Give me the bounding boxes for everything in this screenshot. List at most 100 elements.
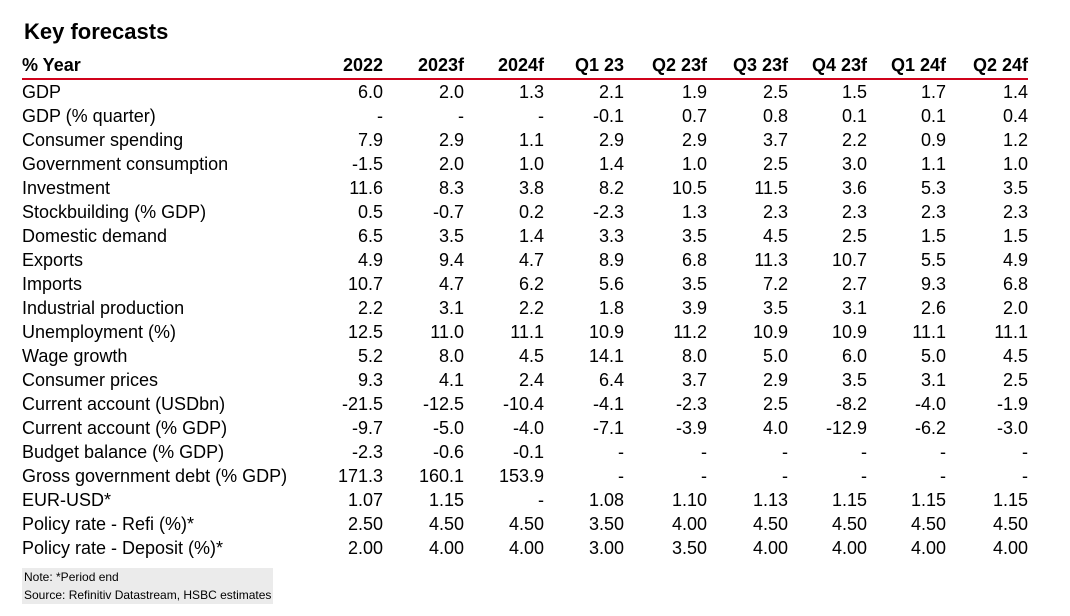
table-cell: 3.00 xyxy=(588,537,624,558)
table-cell: 1.2 xyxy=(1002,129,1028,150)
table-cell: 5.5 xyxy=(920,249,946,270)
table-cell: 0.8 xyxy=(762,105,788,126)
table-cell: 2.9 xyxy=(681,129,707,150)
table-cell: 2.50 xyxy=(347,513,383,534)
table-cell: 4.50 xyxy=(910,513,946,534)
table-cell: 2.1 xyxy=(598,81,624,102)
row-label: Industrial production xyxy=(22,297,185,318)
table-cell: 10.9 xyxy=(588,321,624,342)
table-cell: 1.07 xyxy=(347,489,383,510)
table-cell: 4.9 xyxy=(1002,249,1028,270)
page-title: Key forecasts xyxy=(24,19,169,44)
table-cell: 5.3 xyxy=(920,177,946,198)
table-cell: 3.1 xyxy=(438,297,464,318)
table-row: Policy rate - Refi (%)* 2.50 4.50 4.50 3.50 4… xyxy=(22,512,1028,536)
table-cell: 3.5 xyxy=(762,297,788,318)
table-cell: 11.0 xyxy=(430,321,464,342)
table-cell: 6.0 xyxy=(357,81,383,102)
table-cell: - xyxy=(940,465,946,486)
table-cell: 1.13 xyxy=(752,489,788,510)
column-header: Q2 23f xyxy=(651,54,707,75)
table-cell: 3.0 xyxy=(841,153,867,174)
table-cell: 4.50 xyxy=(508,513,544,534)
column-header: Q1 24f xyxy=(890,54,946,75)
table-row: GDP (% quarter) - - - -0.1 0.7 0.8 0.1 0.1 0.4 xyxy=(22,104,1028,128)
table-row: Government consumption -1.5 2.0 1.0 1.4 1.0 2.… xyxy=(22,152,1028,176)
table-cell: 3.9 xyxy=(681,297,707,318)
row-label: Consumer prices xyxy=(22,369,159,390)
table-cell: 3.5 xyxy=(1002,177,1028,198)
column-header-label: % Year xyxy=(22,54,81,75)
table-cell: 4.00 xyxy=(910,537,946,558)
table-cell: 4.50 xyxy=(428,513,464,534)
row-label: Exports xyxy=(22,249,84,270)
table-cell: 12.5 xyxy=(347,321,383,342)
table-cell: -10.4 xyxy=(502,393,544,414)
table-cell: 2.9 xyxy=(438,129,464,150)
table-row: Budget balance (% GDP) -2.3 -0.6 -0.1 - - - - - - xyxy=(22,440,1028,464)
table-cell: -0.6 xyxy=(432,441,464,462)
table-cell: - xyxy=(1022,465,1028,486)
column-header: Q3 23f xyxy=(732,54,788,75)
table-cell: - xyxy=(1022,441,1028,462)
table-cell: 2.3 xyxy=(920,201,946,222)
table-cell: 2.2 xyxy=(357,297,383,318)
row-label: Current account (% GDP) xyxy=(22,417,228,438)
table-cell: 2.0 xyxy=(438,153,464,174)
table-row: Industrial production 2.2 3.1 2.2 1.8 3.9 3.5 3… xyxy=(22,296,1028,320)
table-cell: 6.0 xyxy=(841,345,867,366)
table-cell: 4.5 xyxy=(1002,345,1028,366)
footnote-source: Source: Refinitiv Datastream, HSBC estim… xyxy=(24,588,272,602)
table-cell: 1.8 xyxy=(598,297,624,318)
table-row: Current account (% GDP) -9.7 -5.0 -4.0 -7.1 -… xyxy=(22,416,1028,440)
table-cell: 1.1 xyxy=(920,153,946,174)
table-cell: 2.5 xyxy=(762,81,788,102)
table-cell: 1.5 xyxy=(841,81,867,102)
table-row: Unemployment (%) 12.5 11.0 11.1 10.9 11.2 10.9… xyxy=(22,320,1028,344)
table-cell: - xyxy=(782,465,788,486)
row-label: Government consumption xyxy=(22,153,229,174)
footnotes: Note: *Period end Source: Refinitiv Data… xyxy=(22,568,274,604)
table-cell: 2.9 xyxy=(598,129,624,150)
table-cell: 3.5 xyxy=(438,225,464,246)
row-label: Stockbuilding (% GDP) xyxy=(22,201,207,222)
table-cell: -2.3 xyxy=(351,441,383,462)
table-cell: -0.1 xyxy=(592,105,624,126)
table-cell: 4.00 xyxy=(508,537,544,558)
table-cell: 1.5 xyxy=(1002,225,1028,246)
table-cell: 4.7 xyxy=(518,249,544,270)
table-cell: 8.3 xyxy=(438,177,464,198)
table-cell: 11.1 xyxy=(912,321,946,342)
table-cell: 14.1 xyxy=(588,345,624,366)
table-cell: 4.7 xyxy=(438,273,464,294)
row-label: Budget balance (% GDP) xyxy=(22,441,225,462)
table-cell: 10.9 xyxy=(752,321,788,342)
table-cell: 4.50 xyxy=(992,513,1028,534)
table-cell: 3.7 xyxy=(762,129,788,150)
table-cell: -1.9 xyxy=(996,393,1028,414)
table-cell: 1.0 xyxy=(681,153,707,174)
table-cell: 2.5 xyxy=(762,393,788,414)
table-cell: 3.8 xyxy=(518,177,544,198)
table-cell: 3.7 xyxy=(681,369,707,390)
table-cell: 10.5 xyxy=(671,177,707,198)
table-cell: 10.7 xyxy=(347,273,383,294)
table-cell: 1.08 xyxy=(588,489,624,510)
table-cell: -5.0 xyxy=(432,417,464,438)
table-cell: 1.15 xyxy=(992,489,1028,510)
table-cell: 4.00 xyxy=(428,537,464,558)
table-cell: 3.1 xyxy=(841,297,867,318)
row-label: Policy rate - Deposit (%)* xyxy=(22,537,224,558)
row-label: Wage growth xyxy=(22,345,128,366)
table-cell: 1.1 xyxy=(518,129,544,150)
table-row: Wage growth 5.2 8.0 4.5 14.1 8.0 5.0 6.0 5.0 4.5 xyxy=(22,344,1028,368)
table-cell: 5.0 xyxy=(762,345,788,366)
table-cell: 2.00 xyxy=(347,537,383,558)
table-cell: -4.1 xyxy=(592,393,624,414)
table-cell: 9.3 xyxy=(357,369,383,390)
table-cell: 11.5 xyxy=(754,177,788,198)
table-header-row: % Year 2022 2023f 2024f Q1 23 Q2 23f Q3 23f Q4 … xyxy=(22,54,1028,79)
table-cell: -9.7 xyxy=(351,417,383,438)
table-cell: 0.9 xyxy=(920,129,946,150)
row-label: Unemployment (%) xyxy=(22,321,177,342)
